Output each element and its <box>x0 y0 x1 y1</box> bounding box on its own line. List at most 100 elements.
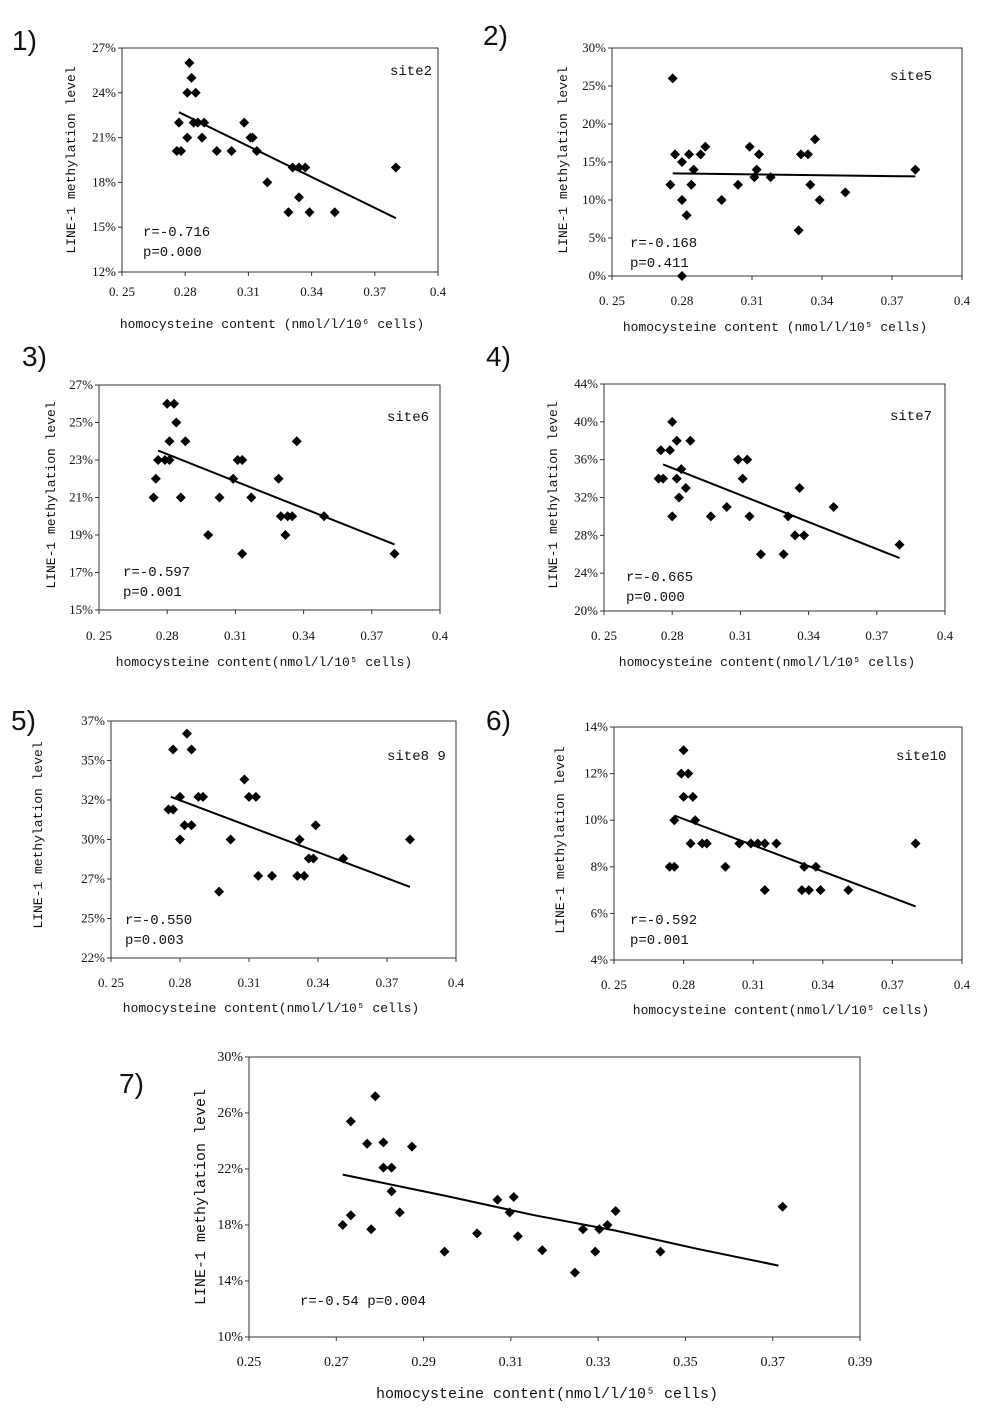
y-tick-label: 25% <box>69 415 93 430</box>
data-point <box>492 1194 503 1205</box>
data-point <box>164 455 175 465</box>
data-point <box>799 530 810 541</box>
data-point <box>805 179 816 190</box>
data-point <box>251 146 262 157</box>
chart-panel-7: 7) 10% 14% 18% 22% 26% 30% 0.25 0.27 0.29 0.31 0.33… <box>119 1050 872 1403</box>
data-point <box>182 87 193 98</box>
data-point <box>228 473 239 484</box>
panel-label: 6) <box>486 705 511 736</box>
data-point <box>789 530 800 541</box>
data-point <box>910 164 921 175</box>
y-tick-label: 12% <box>584 766 608 781</box>
x-tick-label: 0. 25 <box>599 293 625 308</box>
data-point <box>759 838 770 849</box>
y-tick-label: 44% <box>574 376 598 391</box>
data-point <box>319 511 330 522</box>
data-point <box>783 511 794 522</box>
x-axis-label: homocysteine content(nmol/l/10⁵ cells) <box>376 1386 718 1403</box>
data-point <box>226 146 237 157</box>
y-tick-label: 15% <box>582 154 606 169</box>
data-point <box>752 838 763 849</box>
data-point <box>677 157 687 167</box>
data-point <box>695 149 706 160</box>
x-tick-label: 0.37 <box>363 284 386 299</box>
data-point <box>771 838 782 849</box>
data-point <box>394 1207 405 1218</box>
data-point <box>754 149 764 160</box>
data-point <box>594 1224 605 1235</box>
data-point <box>778 549 789 560</box>
y-tick-label: 40% <box>574 414 598 429</box>
y-tick-label: 27% <box>92 40 116 55</box>
y-tick-label: 14% <box>217 1274 243 1289</box>
data-point <box>225 834 236 845</box>
data-point <box>378 1137 389 1148</box>
y-tick-label: 28% <box>574 527 598 542</box>
data-point <box>345 1210 356 1221</box>
data-point <box>602 1220 613 1230</box>
data-point <box>803 149 813 160</box>
data-point <box>283 207 294 218</box>
x-tick-label: 0.25 <box>237 1355 262 1370</box>
data-point <box>755 549 766 560</box>
x-tick-label: 0.28 <box>671 293 694 308</box>
site-label: site2 <box>390 64 432 80</box>
y-tick-label: 23% <box>69 452 93 467</box>
data-point <box>733 454 744 465</box>
data-point <box>472 1228 483 1239</box>
y-tick-label: 10% <box>582 192 606 207</box>
data-point <box>578 1224 589 1235</box>
panel-label: 3) <box>22 341 47 372</box>
y-tick-label: 17% <box>69 565 93 580</box>
data-point <box>840 187 851 198</box>
x-tick-label: 0.31 <box>237 284 260 299</box>
site-label: site7 <box>890 409 932 425</box>
data-point <box>803 885 814 896</box>
x-tick-label: 0.37 <box>865 628 888 643</box>
data-point <box>175 146 186 157</box>
data-point <box>700 141 711 152</box>
data-point <box>287 511 298 522</box>
x-tick-label: 0.37 <box>760 1355 785 1370</box>
data-point <box>680 483 691 494</box>
y-tick-label: 22% <box>81 950 105 965</box>
data-point <box>667 73 678 84</box>
site-label: site10 <box>896 749 946 765</box>
y-axis-label: LINE-1 methylation level <box>553 746 568 933</box>
trendline <box>662 463 900 559</box>
stat-annotation: p=0.411 <box>630 256 689 272</box>
data-point <box>665 179 676 190</box>
x-tick-label: 0.4 <box>430 284 447 299</box>
data-point <box>280 530 291 540</box>
x-tick-label: 0. 25 <box>98 975 124 990</box>
data-point <box>737 473 748 484</box>
x-tick-label: 0.4 <box>432 628 449 643</box>
data-point <box>734 838 745 849</box>
data-point <box>894 539 905 550</box>
y-tick-label: 25% <box>582 78 606 93</box>
data-point <box>405 834 415 845</box>
x-tick-label: 0.28 <box>672 977 695 992</box>
data-point <box>308 853 319 864</box>
data-point <box>504 1207 515 1218</box>
x-tick-label: 0.31 <box>729 628 752 643</box>
site-label: site6 <box>387 410 429 426</box>
y-axis-label: LINE-1 methylation level <box>193 1089 210 1305</box>
y-tick-label: 18% <box>92 174 116 189</box>
data-point <box>610 1206 621 1216</box>
data-point <box>759 885 770 896</box>
data-point <box>292 870 303 881</box>
y-axis-label: LINE-1 methylation level <box>31 741 46 928</box>
y-tick-label: 22% <box>217 1162 243 1177</box>
data-point <box>244 791 254 802</box>
data-point <box>688 164 699 175</box>
panel-label: 5) <box>11 705 36 736</box>
y-tick-label: 26% <box>217 1106 243 1121</box>
data-point <box>674 492 685 503</box>
data-point <box>686 179 697 190</box>
data-point <box>678 791 689 802</box>
stat-annotation: p=0.000 <box>143 245 202 261</box>
x-tick-label: 0.28 <box>174 284 197 299</box>
data-point <box>291 436 302 447</box>
